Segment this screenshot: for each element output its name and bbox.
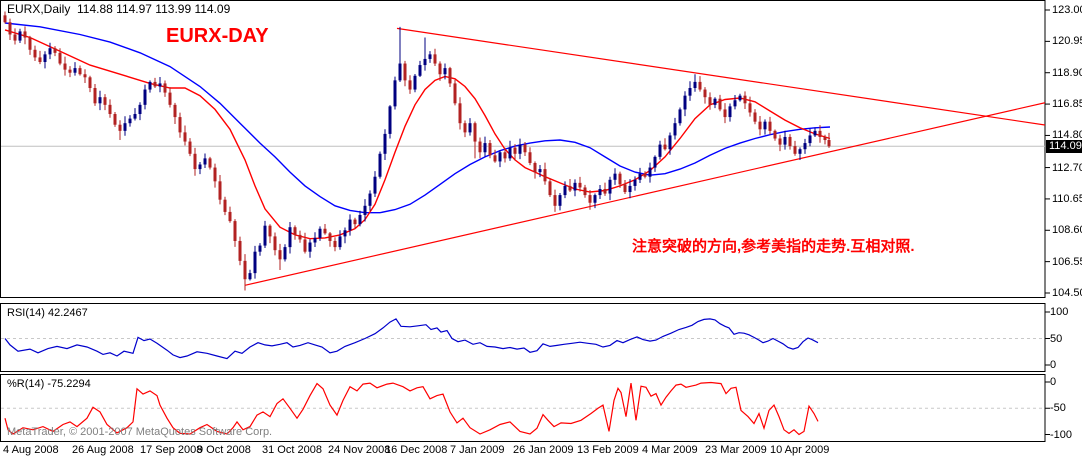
wpr-panel-frame [0, 374, 1046, 442]
date-tick-label: 10 Apr 2009 [770, 444, 830, 456]
indicator-tick-label: -100 [1050, 428, 1073, 441]
date-tick-label: 9 Oct 2008 [197, 444, 251, 456]
date-tick-label: 26 Aug 2008 [72, 444, 134, 456]
price-tick-label: 120.95 [1052, 35, 1082, 48]
indicator-tick-label: 50 [1050, 332, 1063, 345]
chart-title: EURX,Daily 114.88 114.97 113.99 114.09 [7, 2, 231, 16]
chinese-note-annotation: 注意突破的方向,参考美指的走势.互相对照. [632, 238, 915, 255]
wpr-indicator-label: %R(14) -75.2294 [7, 378, 91, 390]
price-tick-label: 104.50 [1052, 286, 1082, 299]
price-tick-label: 116.85 [1052, 98, 1082, 111]
price-tick-label: 123.00 [1052, 4, 1082, 16]
price-tick-label: 114.80 [1052, 129, 1082, 142]
price-tick-label: 118.90 [1052, 66, 1082, 79]
rsi-panel-frame [0, 303, 1046, 372]
price-tick-label: 110.65 [1052, 192, 1082, 205]
date-tick-label: 23 Mar 2009 [705, 444, 767, 456]
indicator-tick-label: 100 [1050, 306, 1069, 318]
indicator-tick-label: 0 [1050, 359, 1057, 371]
price-tick-label: 108.60 [1052, 224, 1082, 237]
date-tick-label: 7 Jan 2009 [450, 444, 505, 456]
date-tick-label: 13 Feb 2009 [577, 444, 639, 456]
current-price-tag: 114.09 [1046, 140, 1082, 153]
indicator-tick-label: 0 [1050, 376, 1057, 388]
date-tick-label: 31 Oct 2008 [262, 444, 322, 456]
date-tick-label: 26 Jan 2009 [513, 444, 574, 456]
headline-annotation: EURX-DAY [166, 25, 269, 47]
rsi-indicator-label: RSI(14) 42.2467 [7, 307, 88, 319]
date-tick-label: 4 Aug 2008 [3, 444, 59, 456]
date-tick-label: 17 Sep 2008 [140, 444, 203, 456]
date-tick-label: 16 Dec 2008 [385, 444, 448, 456]
candles-layer [3, 11, 831, 291]
price-tick-label: 112.70 [1052, 161, 1082, 174]
main-panel-frame [0, 0, 1046, 298]
date-tick-label: 24 Nov 2008 [328, 444, 391, 456]
indicator-tick-label: -50 [1050, 402, 1066, 415]
metatrader-watermark: MetaTrader, © 2001-2007 MetaQuotes Softw… [7, 426, 273, 438]
price-tick-label: 106.55 [1052, 255, 1082, 268]
date-tick-label: 4 Mar 2009 [642, 444, 698, 456]
